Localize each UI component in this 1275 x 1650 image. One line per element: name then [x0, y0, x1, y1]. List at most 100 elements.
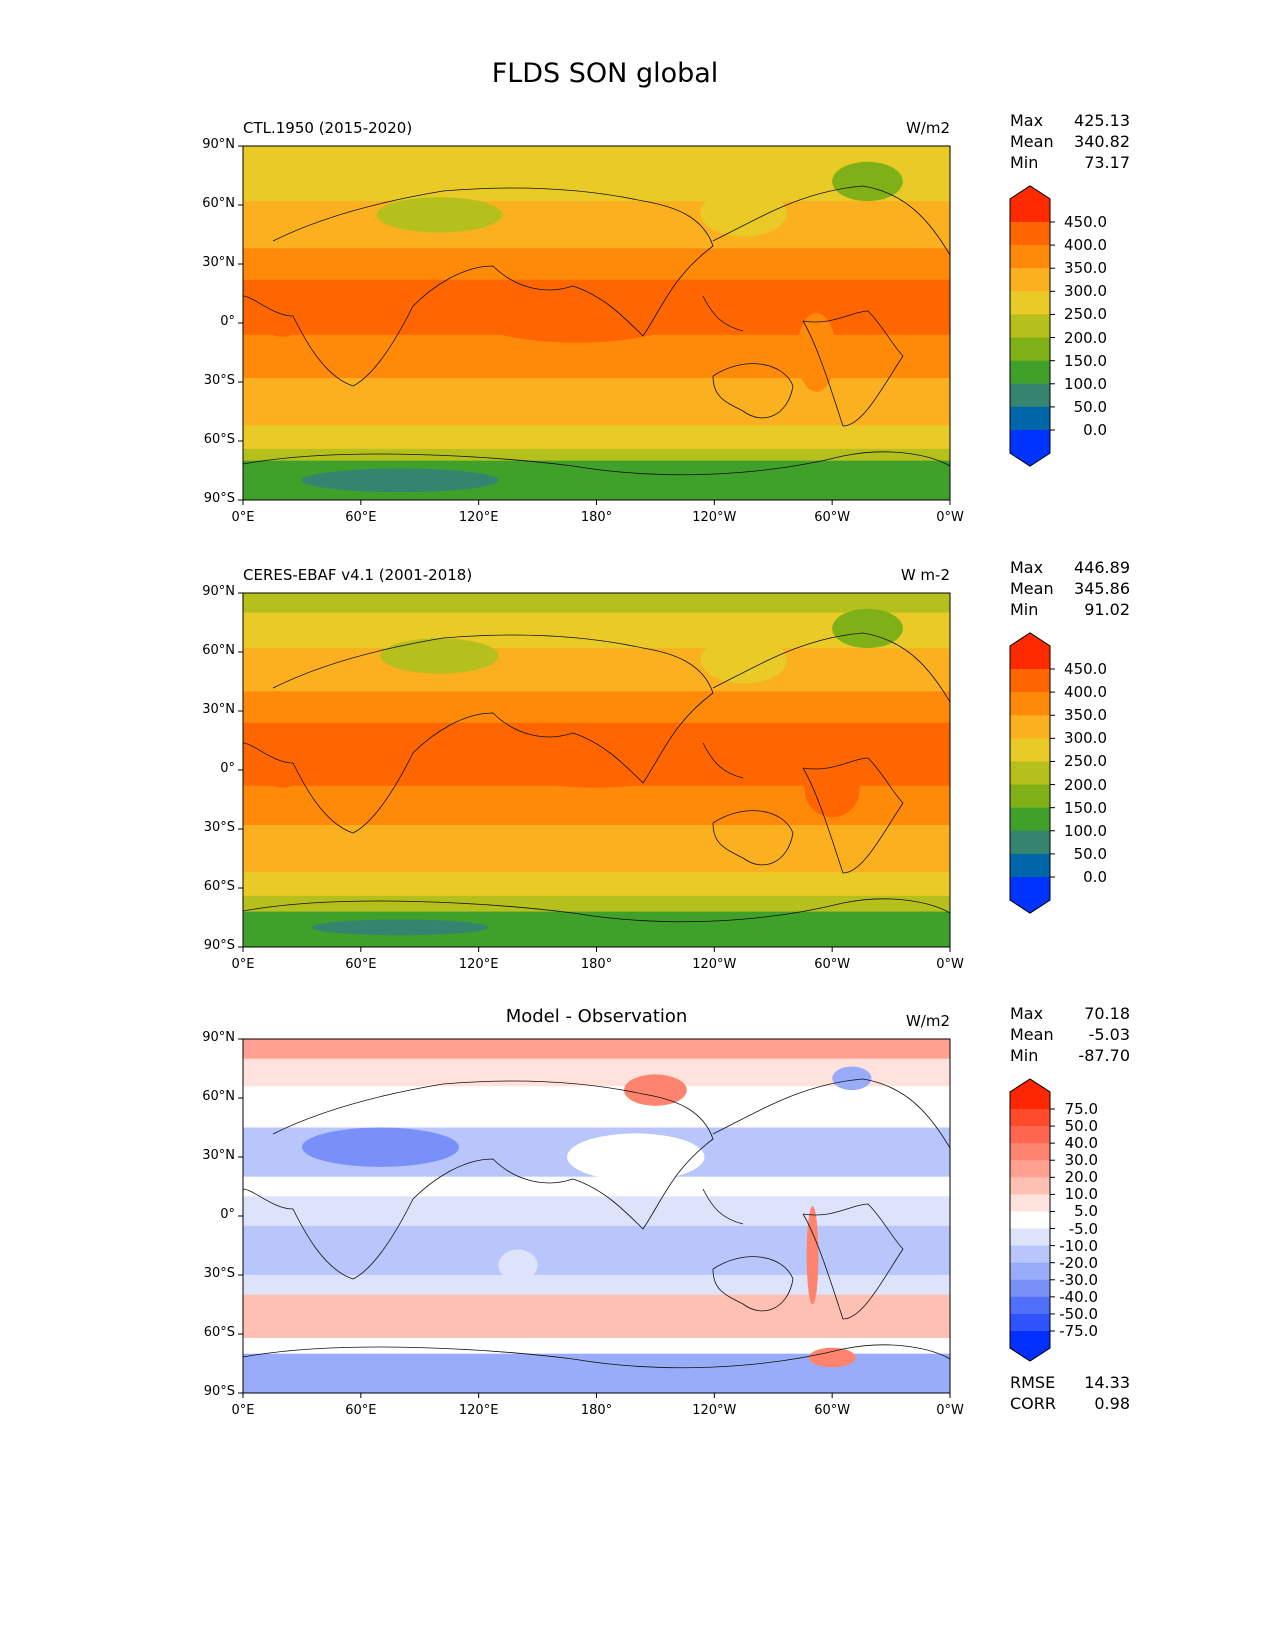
- colorbar-label: -5.0: [1068, 1219, 1098, 1238]
- map-panel-3: [238, 1038, 951, 1398]
- colorbar-band: [1010, 1109, 1050, 1127]
- coastline: [712, 632, 950, 703]
- field-region: [488, 732, 705, 788]
- lat-tick-label: 0°: [220, 1207, 235, 1222]
- colorbar-label: 75.0: [1064, 1100, 1098, 1118]
- figure-title: FLDS SON global: [491, 58, 719, 89]
- coastline: [243, 634, 714, 834]
- field-band: [243, 448, 950, 462]
- metric-value-rmse: 14.33: [1084, 1373, 1130, 1392]
- field-region: [380, 638, 499, 674]
- lat-tick-label: 60°N: [202, 1089, 235, 1104]
- colorbar-band: [1010, 383, 1050, 408]
- field-region: [301, 1127, 460, 1167]
- colorbar-label: 150.0: [1064, 798, 1107, 817]
- stat-value-mean: 345.86: [1074, 579, 1130, 598]
- lat-tick-label: 30°S: [203, 373, 235, 388]
- colorbar-label: -40.0: [1059, 1287, 1098, 1306]
- colorbar-band: [1010, 669, 1050, 693]
- colorbar-label: 0.0: [1083, 421, 1107, 439]
- stat-label-mean: Mean: [1010, 132, 1054, 151]
- colorbar-band: [1010, 1228, 1050, 1247]
- colorbar-label: 50.0: [1064, 1117, 1098, 1136]
- colorbar-extend-min: [1010, 877, 1050, 914]
- field-band: [243, 1086, 950, 1128]
- lat-tick-label: 30°N: [202, 1148, 235, 1163]
- colorbar-label: 400.0: [1064, 236, 1107, 255]
- colorbar-band: [1010, 1313, 1050, 1332]
- colorbar-band: [1010, 1177, 1050, 1195]
- field-region: [700, 636, 787, 684]
- colorbar-outline: [1009, 185, 1051, 467]
- field-region: [832, 161, 903, 202]
- coastline: [243, 451, 950, 476]
- lon-tick-label: 60°W: [814, 510, 851, 525]
- field-region: [804, 762, 860, 818]
- lon-tick-label: 0°E: [231, 510, 255, 525]
- lon-tick-label: 0°W: [936, 510, 964, 525]
- lat-tick-label: 60°S: [203, 879, 235, 894]
- lon-tick-label: 60°W: [814, 1403, 851, 1418]
- field-band: [243, 1196, 950, 1227]
- lon-tick-label: 0°E: [231, 1403, 255, 1418]
- coastline: [712, 1078, 950, 1149]
- colorbar-band: [1010, 268, 1050, 292]
- colorbar-label: -20.0: [1059, 1253, 1098, 1272]
- field-band: [243, 1039, 950, 1060]
- coastline: [243, 898, 950, 923]
- stat-value-max: 70.18: [1084, 1004, 1130, 1023]
- colorbar-band: [1010, 853, 1050, 878]
- panel-title: Model - Observation: [505, 1006, 688, 1027]
- stat-label-mean: Mean: [1010, 1025, 1054, 1044]
- field-region: [808, 1347, 856, 1368]
- colorbar-label: 30.0: [1064, 1151, 1098, 1170]
- lat-tick-label: 60°S: [203, 432, 235, 447]
- field-band: [243, 248, 950, 281]
- colorbar-outline: [1009, 632, 1051, 914]
- map-field: [243, 1039, 950, 1393]
- lat-tick-label: 90°S: [203, 1384, 235, 1399]
- field-band: [243, 1337, 950, 1355]
- lat-tick-label: 30°N: [202, 255, 235, 270]
- colorbar-label: 50.0: [1073, 397, 1107, 416]
- colorbar-band: [1010, 291, 1050, 315]
- colorbar-band: [1010, 337, 1050, 362]
- colorbar-label: 350.0: [1064, 259, 1107, 278]
- colorbar-band: [1010, 784, 1050, 809]
- field-band: [243, 1176, 950, 1197]
- colorbar-label: 150.0: [1064, 351, 1107, 370]
- colorbar-band: [1010, 1262, 1050, 1281]
- colorbar-extend-min: [1010, 430, 1050, 467]
- lon-tick-label: 180°: [580, 1403, 613, 1418]
- lon-tick-label: 60°W: [814, 957, 851, 972]
- coastline: [702, 295, 744, 332]
- stat-value-mean: -5.03: [1088, 1025, 1130, 1044]
- lat-tick-label: 90°S: [203, 491, 235, 506]
- colorbar-label: 0.0: [1083, 868, 1107, 886]
- coastline: [702, 742, 744, 779]
- coastline: [243, 187, 714, 387]
- coastline: [802, 757, 904, 874]
- stat-label-max: Max: [1010, 1004, 1044, 1023]
- field-band: [243, 1058, 950, 1087]
- field-band: [243, 146, 950, 202]
- lon-tick-label: 60°E: [345, 1403, 377, 1418]
- colorbar-label: 350.0: [1064, 706, 1107, 725]
- lon-tick-label: 180°: [580, 510, 613, 525]
- stat-value-min: 73.17: [1084, 153, 1130, 172]
- field-region: [468, 287, 685, 343]
- field-band: [243, 895, 950, 913]
- lon-tick-label: 120°W: [692, 1403, 737, 1418]
- stat-value-max: 425.13: [1074, 111, 1130, 130]
- panel-title: CTL.1950 (2015-2020): [243, 119, 413, 137]
- lat-tick-label: 90°N: [202, 1030, 235, 1045]
- colorbar-label: 5.0: [1074, 1202, 1098, 1221]
- coastline: [712, 363, 794, 419]
- colorbar-band: [1010, 1126, 1050, 1144]
- colorbar-outline: [1009, 1078, 1051, 1362]
- colorbar-label: 400.0: [1064, 683, 1107, 702]
- colorbar-band: [1010, 830, 1050, 855]
- map-field: [243, 146, 950, 500]
- units-label: W m-2: [900, 566, 950, 584]
- field-region: [376, 197, 503, 233]
